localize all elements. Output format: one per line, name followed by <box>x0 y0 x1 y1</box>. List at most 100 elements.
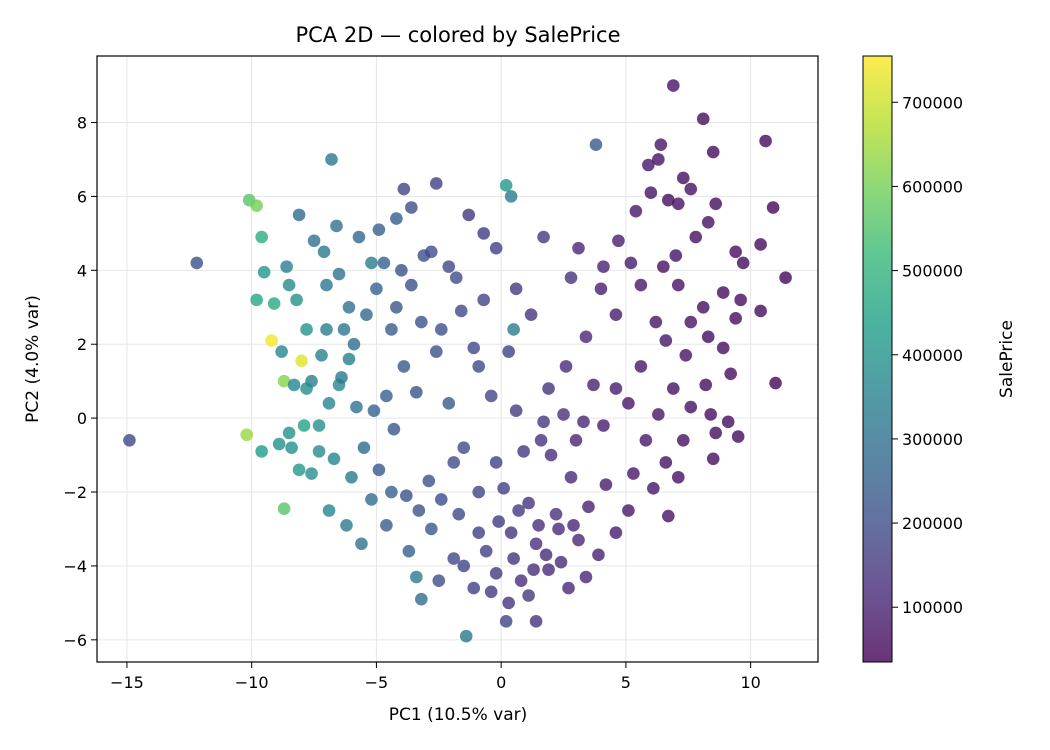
data-point <box>529 537 543 551</box>
data-point <box>467 341 481 355</box>
data-point <box>582 500 595 514</box>
data-point <box>322 504 336 517</box>
y-axis-label: PC2 (4.0% var) <box>23 295 43 423</box>
data-point <box>397 182 411 196</box>
data-point <box>410 385 423 399</box>
data-point <box>609 308 623 321</box>
y-tick-label: −2 <box>63 483 87 502</box>
data-point <box>659 456 673 469</box>
data-point <box>442 397 456 410</box>
data-point <box>484 585 498 599</box>
data-point <box>649 315 663 329</box>
data-point <box>634 360 648 373</box>
data-point <box>272 437 286 451</box>
colorbar-label: SalePrice <box>997 320 1017 398</box>
data-point <box>429 177 443 190</box>
data-point <box>644 186 658 200</box>
data-point <box>592 548 605 562</box>
data-point <box>769 376 782 390</box>
data-point <box>477 227 490 240</box>
data-point <box>497 482 510 495</box>
data-point <box>462 208 476 222</box>
data-point <box>557 408 570 421</box>
data-point <box>534 433 548 447</box>
data-point <box>689 230 703 244</box>
data-point <box>716 341 730 355</box>
x-axis-ticks: −15 −10 −5 0 5 10 <box>110 662 761 692</box>
data-point <box>123 433 136 447</box>
data-point <box>447 552 461 565</box>
data-point <box>669 249 683 262</box>
data-point <box>405 201 418 214</box>
data-point <box>459 629 473 643</box>
data-point <box>292 463 306 477</box>
data-point <box>731 430 745 443</box>
data-point <box>709 426 723 440</box>
data-point <box>390 300 403 314</box>
data-point <box>512 504 525 517</box>
data-point <box>701 215 715 229</box>
data-point <box>385 485 398 499</box>
data-point <box>634 278 648 292</box>
data-point <box>509 282 523 296</box>
data-point <box>282 278 296 292</box>
data-point <box>267 297 281 310</box>
x-tick-label: 5 <box>621 673 631 692</box>
data-point <box>320 323 333 336</box>
data-point <box>529 615 543 628</box>
data-point <box>415 592 428 606</box>
data-point <box>652 153 665 166</box>
data-point <box>190 256 204 270</box>
data-point <box>622 504 635 517</box>
data-point <box>297 419 311 432</box>
data-point <box>350 400 363 414</box>
data-point <box>365 493 378 506</box>
data-point <box>479 544 493 558</box>
x-tick-label: 0 <box>496 673 506 692</box>
x-tick-label: 10 <box>740 673 760 692</box>
data-point <box>701 330 715 344</box>
data-point <box>579 330 593 344</box>
data-point <box>572 533 585 547</box>
data-point <box>629 204 643 218</box>
data-point <box>704 408 718 421</box>
data-point <box>567 518 580 532</box>
colorbar-tick-label: 600000 <box>902 177 963 196</box>
data-point <box>347 337 361 351</box>
data-point <box>320 278 333 292</box>
data-point <box>380 389 393 403</box>
x-tick-label: −10 <box>235 673 269 692</box>
data-point <box>569 433 583 447</box>
data-point <box>255 445 268 458</box>
data-point <box>597 260 610 273</box>
data-point <box>255 230 268 244</box>
data-point <box>250 293 263 307</box>
data-point <box>627 467 640 480</box>
data-point <box>325 153 338 166</box>
data-point <box>537 230 550 244</box>
data-point <box>365 256 378 270</box>
y-tick-label: 6 <box>77 187 87 206</box>
data-point <box>724 367 737 381</box>
data-point <box>589 138 603 151</box>
data-point <box>317 245 331 259</box>
data-point <box>405 278 418 292</box>
x-axis-label: PC1 (10.5% var) <box>389 705 527 725</box>
data-point <box>499 179 513 192</box>
data-point <box>609 526 623 539</box>
data-point <box>345 470 358 484</box>
data-point <box>472 485 486 499</box>
data-point <box>322 397 336 410</box>
data-point <box>335 371 348 384</box>
data-point <box>300 382 313 395</box>
y-tick-label: 2 <box>77 335 87 354</box>
data-point <box>277 502 291 515</box>
data-point <box>290 293 303 307</box>
data-point <box>472 360 486 373</box>
data-point <box>647 482 660 495</box>
data-point <box>667 382 680 395</box>
data-point <box>499 615 513 628</box>
data-point <box>537 415 550 429</box>
data-point <box>709 197 723 211</box>
data-point <box>502 345 515 358</box>
